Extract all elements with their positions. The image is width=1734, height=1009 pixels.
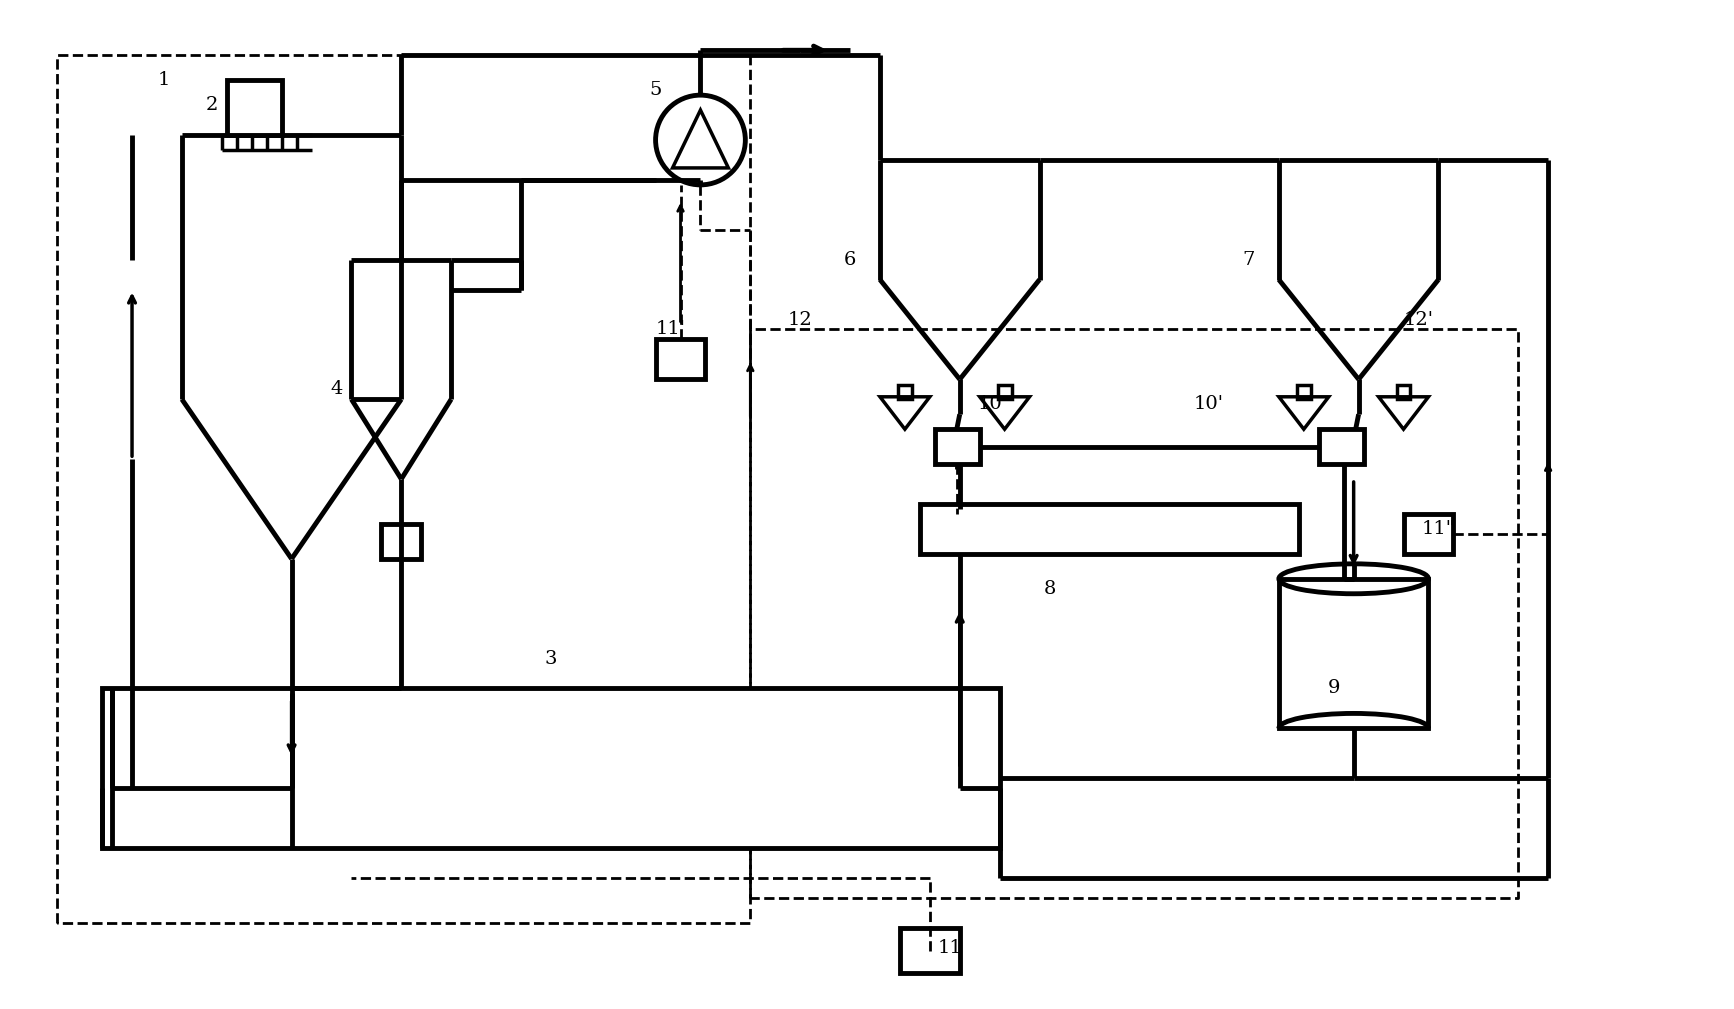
Text: 10': 10' [1195,396,1224,414]
Text: 11": 11" [1422,520,1455,538]
Bar [919,504,1299,554]
Bar [900,928,959,973]
Text: 6: 6 [844,250,857,268]
Bar [102,688,999,848]
Bar [381,524,421,559]
Text: 7: 7 [1243,250,1255,268]
Text: 5: 5 [650,81,662,99]
Bar [935,429,980,464]
Text: 12': 12' [1403,311,1434,329]
Text: 3: 3 [544,650,557,668]
Text: 1: 1 [158,72,170,89]
Text: 10: 10 [978,396,1002,414]
Bar [1280,579,1429,728]
Bar [997,385,1011,400]
Bar [1396,385,1410,400]
Bar [1297,385,1311,400]
Bar [655,339,706,379]
Text: 4: 4 [329,380,343,399]
Text: 8: 8 [1044,580,1056,597]
Text: 11: 11 [938,938,962,957]
Bar [227,80,281,135]
Bar [1403,514,1453,554]
Bar [1320,429,1363,464]
Bar [898,385,912,400]
Text: 9: 9 [1328,679,1340,697]
Text: 11': 11' [655,321,685,338]
Text: 12: 12 [787,311,813,329]
Text: 2: 2 [206,96,218,114]
